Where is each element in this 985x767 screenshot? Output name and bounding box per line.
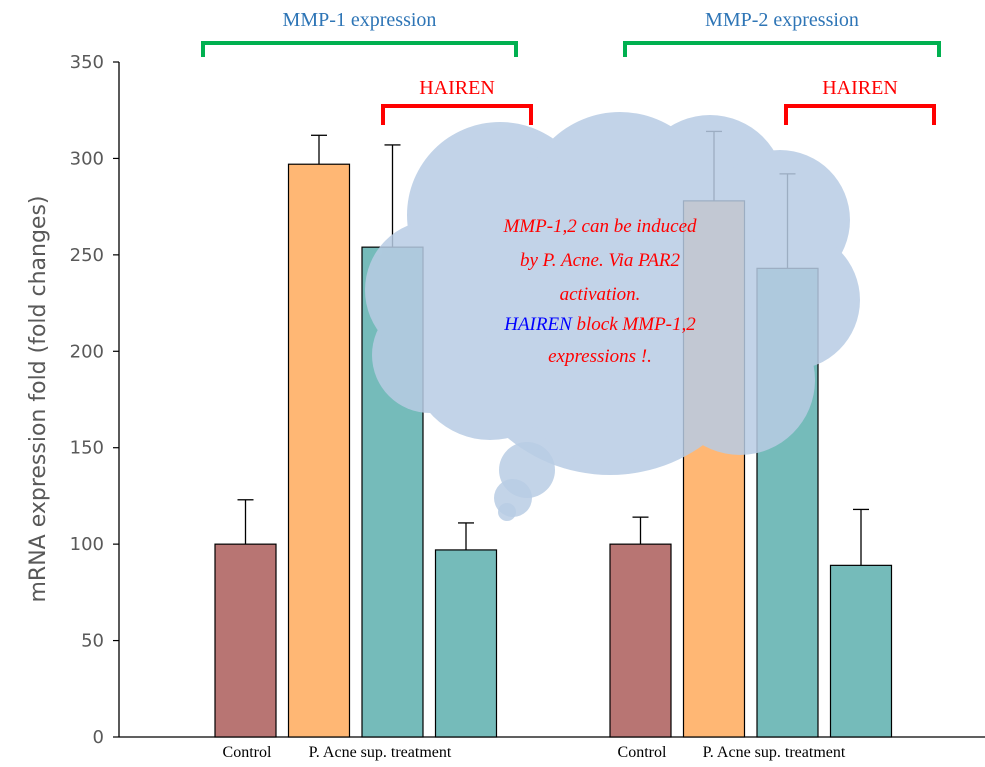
hairen-bracket <box>784 104 936 125</box>
category-labels: Control P. Acne sup. treatment Control P. A… <box>223 744 846 761</box>
group-bracket <box>201 41 518 57</box>
cloud-shape <box>365 112 860 475</box>
category-label: Control <box>618 744 667 761</box>
cloud-text-line: by P. Acne. Via PAR2 <box>520 250 681 271</box>
group-bracket <box>623 41 941 57</box>
cloud-text-span: by P. Acne. Via PAR2 <box>520 250 681 271</box>
cloud-text-span: activation. <box>560 284 641 305</box>
axes: 0 50 100 150 200 250 300 350 mRNA expression fo… <box>26 52 985 748</box>
hairen-label: HAIREN <box>822 77 898 99</box>
y-tick-label: 50 <box>81 631 104 652</box>
y-tick-label: 250 <box>70 245 104 266</box>
cloud-text-line: MMP-1,2 can be induced <box>502 216 697 237</box>
hairen-bracket <box>381 104 533 125</box>
cloud-text-span: HAIREN <box>503 314 573 335</box>
category-label: Control <box>223 744 272 761</box>
bar-2-4 <box>829 564 893 738</box>
y-ticks: 0 50 100 150 200 250 300 350 <box>70 52 119 748</box>
annotation-cloud: MMP-1,2 can be induced by P. Acne. Via PA… <box>365 112 860 521</box>
group-title: MMP-1 expression <box>283 9 437 31</box>
cloud-puff <box>665 305 815 455</box>
y-axis-label: mRNA expression fold (fold changes) <box>26 195 51 602</box>
group-brackets: MMP-1 expression HAIREN MMP-2 expression HA… <box>201 9 941 125</box>
y-tick-label: 0 <box>93 727 104 748</box>
cloud-text-line: expressions !. <box>548 346 652 367</box>
cloud-text-line: activation. <box>560 284 641 305</box>
y-tick-label: 200 <box>70 341 104 362</box>
cloud-bubble <box>498 503 516 521</box>
y-tick-label: 350 <box>70 52 104 73</box>
y-tick-label: 100 <box>70 534 104 555</box>
bar-1-2 <box>287 163 351 738</box>
bar-2-1 <box>609 543 672 738</box>
hairen-label: HAIREN <box>419 77 495 99</box>
y-tick-label: 300 <box>70 148 104 169</box>
cloud-text-span: MMP-1,2 can be induced <box>502 216 697 237</box>
cloud-text-line: HAIREN block MMP-1,2 <box>503 314 696 335</box>
category-label: P. Acne sup. treatment <box>309 744 452 761</box>
cloud-text-span: expressions !. <box>548 346 652 367</box>
cloud-puff <box>365 220 505 360</box>
group-title: MMP-2 expression <box>705 9 859 31</box>
cloud-text-span: block MMP-1,2 <box>572 314 696 335</box>
bar-1-1 <box>214 543 277 738</box>
bar-1-4 <box>434 549 498 738</box>
category-label: P. Acne sup. treatment <box>703 744 846 761</box>
y-tick-label: 150 <box>70 438 104 459</box>
